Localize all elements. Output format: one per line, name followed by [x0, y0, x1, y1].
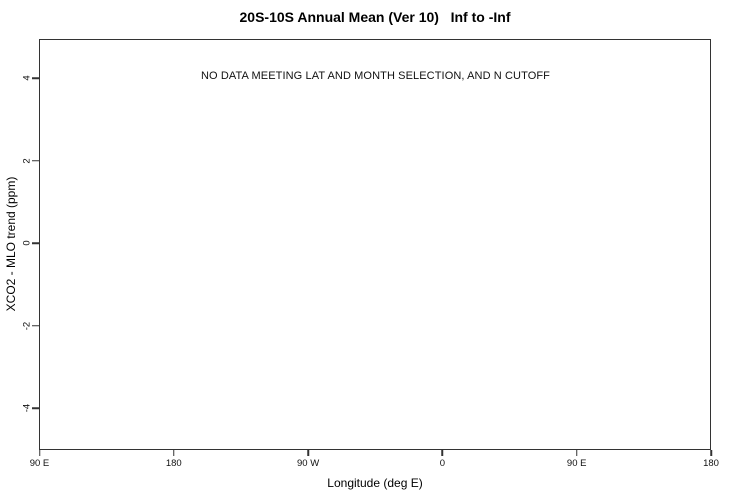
y-tick-mark: [32, 242, 39, 244]
y-tick-label: 4: [21, 75, 33, 81]
x-tick-label: 180: [165, 458, 182, 469]
no-data-message: NO DATA MEETING LAT AND MONTH SELECTION,…: [201, 70, 550, 82]
x-tick-mark: [307, 450, 309, 456]
x-tick-label: 90 W: [297, 458, 320, 469]
x-tick-mark: [173, 450, 175, 456]
x-tick-label: 90 E: [566, 458, 587, 469]
y-tick-label: -2: [21, 321, 33, 330]
x-tick-mark: [38, 450, 41, 456]
chart-title: 20S-10S Annual Mean (Ver 10) Inf to -Inf: [239, 9, 511, 25]
x-axis-label: Longitude (deg E): [327, 476, 423, 490]
plot-area: [39, 39, 711, 450]
x-tick-label: 90 E: [29, 458, 50, 469]
y-tick-mark: [32, 407, 39, 409]
y-tick-mark: [32, 324, 39, 327]
y-tick-mark: [32, 77, 39, 79]
y-tick-label: -4: [21, 403, 33, 413]
x-tick-mark: [441, 450, 444, 456]
y-axis-label: XCO2 - MLO trend (ppm): [4, 176, 18, 312]
x-tick-label: 0: [439, 458, 446, 469]
y-tick-label: 2: [21, 157, 33, 164]
y-tick-mark: [32, 159, 39, 162]
y-tick-label: 0: [21, 240, 33, 246]
x-tick-label: 180: [703, 458, 719, 469]
x-tick-mark: [575, 450, 578, 456]
x-tick-mark: [710, 450, 712, 456]
